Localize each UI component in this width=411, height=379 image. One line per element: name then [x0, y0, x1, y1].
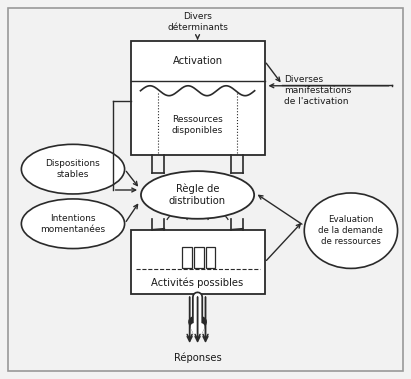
Text: Evaluation
de la demande
de ressources: Evaluation de la demande de ressources: [319, 215, 383, 246]
Bar: [131, 230, 265, 294]
Bar: [131, 41, 265, 155]
Text: Réponses: Réponses: [174, 352, 222, 363]
Ellipse shape: [141, 171, 254, 219]
Text: Activités possibles: Activités possibles: [151, 277, 244, 288]
Text: Ressources
disponibles: Ressources disponibles: [172, 115, 223, 135]
Text: Divers
déterminants: Divers déterminants: [167, 12, 228, 32]
Text: Intentions
momentanées: Intentions momentanées: [40, 214, 106, 234]
Text: Activation: Activation: [173, 56, 223, 66]
Ellipse shape: [304, 193, 397, 268]
Bar: [182, 247, 192, 268]
Bar: [206, 247, 215, 268]
Ellipse shape: [21, 144, 125, 194]
Text: Règle de
distribution: Règle de distribution: [169, 183, 226, 207]
Text: Dispositions
stables: Dispositions stables: [46, 159, 100, 179]
Bar: [194, 247, 203, 268]
Text: Diverses
manifestations
de l'activation: Diverses manifestations de l'activation: [284, 75, 352, 106]
Ellipse shape: [21, 199, 125, 249]
